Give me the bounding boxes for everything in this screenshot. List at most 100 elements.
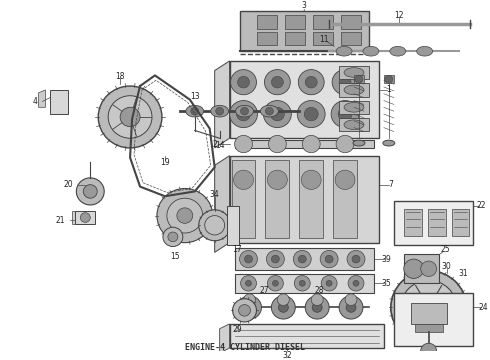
Ellipse shape [186,105,204,117]
Circle shape [199,210,231,241]
Circle shape [240,251,257,268]
Circle shape [268,275,283,291]
Text: 35: 35 [381,279,391,288]
Text: 1: 1 [387,85,391,94]
Circle shape [80,213,90,222]
Circle shape [108,96,152,138]
Text: 2: 2 [212,140,217,149]
Bar [230,61,379,138]
Polygon shape [39,90,46,107]
Circle shape [312,303,322,312]
Text: 39: 39 [381,255,391,264]
Bar [266,161,289,238]
Ellipse shape [363,46,379,56]
Circle shape [385,75,393,83]
Circle shape [269,135,286,153]
Text: 34: 34 [210,190,220,199]
Circle shape [298,69,324,95]
Bar [394,293,473,346]
Ellipse shape [211,105,229,117]
Circle shape [271,76,283,88]
Circle shape [238,296,262,319]
Circle shape [167,198,203,233]
Bar [235,140,374,148]
Bar [384,75,394,83]
Text: 15: 15 [170,252,180,261]
Bar [226,206,239,244]
Text: 11: 11 [319,35,329,44]
Circle shape [205,216,224,235]
Text: 14: 14 [215,140,224,149]
Circle shape [339,296,363,319]
Circle shape [266,107,273,115]
Text: 27: 27 [260,285,269,294]
Text: 32: 32 [282,351,292,360]
Circle shape [238,76,249,88]
Circle shape [245,303,254,312]
Circle shape [401,280,457,334]
Bar [50,90,69,114]
Circle shape [76,178,104,205]
Text: 13: 13 [190,92,199,101]
Circle shape [325,255,333,263]
Text: 24: 24 [479,303,488,312]
Polygon shape [220,324,230,353]
Circle shape [347,251,365,268]
Circle shape [339,76,351,88]
Text: 25: 25 [441,245,450,254]
Bar [257,32,277,45]
Circle shape [271,255,279,263]
Circle shape [270,107,284,121]
Bar [394,201,473,244]
Circle shape [304,107,318,121]
Circle shape [294,251,311,268]
Bar [339,100,369,114]
Circle shape [326,280,332,286]
Circle shape [264,100,292,127]
Ellipse shape [353,140,365,146]
Bar [411,303,446,324]
Text: 17: 17 [232,245,242,254]
Circle shape [352,255,360,263]
Bar [235,274,374,293]
Text: 4: 4 [33,97,38,106]
Circle shape [278,303,288,312]
Polygon shape [215,156,230,252]
Circle shape [320,251,338,268]
Bar [354,75,364,83]
Circle shape [235,135,252,153]
Bar [333,161,357,238]
Circle shape [305,296,329,319]
Bar [230,324,384,348]
Ellipse shape [344,120,364,130]
Circle shape [302,135,320,153]
Text: 22: 22 [477,202,486,211]
Bar [235,248,374,270]
Bar [313,32,333,45]
Circle shape [391,271,466,344]
Circle shape [353,280,359,286]
Circle shape [294,275,310,291]
Circle shape [301,170,321,189]
Bar [415,324,442,332]
Ellipse shape [344,85,364,95]
Bar [257,15,277,29]
Bar [230,156,379,243]
Text: 30: 30 [441,262,451,271]
Circle shape [321,275,337,291]
Circle shape [331,100,359,127]
Bar [313,15,333,29]
Circle shape [338,107,352,121]
Circle shape [230,100,257,127]
Circle shape [157,189,213,243]
Text: 7: 7 [389,180,393,189]
Bar [240,10,369,51]
Circle shape [265,69,290,95]
Bar [341,32,361,45]
Circle shape [244,294,255,306]
Circle shape [335,170,355,189]
Circle shape [98,86,162,148]
Circle shape [168,232,178,242]
Ellipse shape [261,105,278,117]
Circle shape [421,261,437,276]
